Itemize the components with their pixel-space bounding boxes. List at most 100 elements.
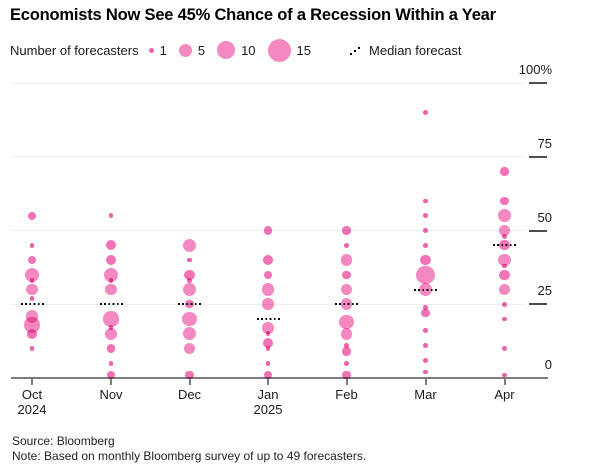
bubble — [103, 311, 119, 327]
bubble-size-15-icon — [267, 38, 291, 62]
y-axis-tick — [529, 155, 547, 158]
bubble — [187, 257, 192, 263]
source-text: Source: Bloomberg — [12, 434, 115, 448]
bubble — [105, 240, 116, 251]
bubble — [183, 283, 196, 296]
bubble — [423, 304, 428, 310]
bubble — [26, 283, 38, 296]
year-label: 2024 — [17, 401, 47, 417]
y-axis-tick — [529, 82, 547, 84]
bubble — [187, 278, 192, 284]
bubble — [423, 328, 428, 334]
bubble — [423, 110, 428, 115]
size-legend-value: 10 — [241, 42, 256, 58]
size-legend-label: Number of forecasters — [10, 42, 139, 58]
chart-title: Economists Now See 45% Chance of a Reces… — [10, 6, 496, 24]
bubble — [500, 196, 509, 206]
x-tick-label: Feb — [315, 387, 379, 403]
x-axis-tick — [110, 379, 112, 385]
y-axis-tick — [529, 229, 547, 232]
bubble — [105, 254, 116, 265]
x-tick-label: Oct 2024 — [0, 387, 64, 417]
bubble — [498, 283, 511, 296]
bubble — [108, 213, 114, 219]
size-legend-item-15: 15 — [267, 38, 311, 62]
y-tick-label: 100% — [518, 62, 552, 77]
y-tick-label: 0 — [544, 357, 552, 372]
bubble-size-1-icon — [148, 47, 154, 53]
bubble — [29, 278, 35, 284]
bubble-size-10-icon — [217, 41, 236, 59]
bubble — [183, 327, 196, 341]
bubble — [342, 270, 351, 279]
y-tick-label: 25 — [537, 283, 552, 299]
size-legend-value: 5 — [197, 42, 206, 58]
bubble — [265, 346, 271, 351]
bubble — [108, 325, 114, 331]
bubble — [184, 269, 195, 280]
y-tick-label: 75 — [537, 135, 552, 151]
month-label: Feb — [335, 387, 358, 402]
month-label: Jan — [257, 387, 279, 402]
bubble — [423, 343, 428, 348]
bubble — [423, 228, 428, 233]
x-tick-label: Dec — [158, 387, 222, 403]
x-axis-tick — [31, 379, 33, 385]
x-tick-label: Apr — [473, 387, 537, 403]
bubble — [262, 322, 274, 334]
footer: Source: Bloomberg Note: Based on monthly… — [12, 434, 366, 463]
bubble — [502, 372, 507, 378]
x-axis-tick — [345, 379, 348, 385]
bubble — [24, 317, 40, 333]
bubble — [29, 242, 35, 248]
month-label: Apr — [494, 387, 515, 402]
x-axis-tick — [503, 379, 506, 385]
bubble — [105, 283, 117, 296]
bubble — [108, 278, 114, 284]
bubble — [183, 238, 196, 252]
x-axis-tick — [424, 379, 427, 385]
median-legend-item: Median forecast — [349, 43, 462, 58]
bubble — [182, 311, 197, 327]
median-forecast-line — [99, 303, 123, 306]
bubble — [502, 301, 507, 307]
bubble — [339, 314, 354, 330]
bubble — [500, 167, 509, 176]
bubble — [262, 254, 273, 265]
bubble — [340, 254, 353, 266]
median-forecast-line — [178, 303, 201, 306]
bubble — [29, 295, 35, 301]
month-label: Nov — [99, 387, 123, 402]
year-label: 2025 — [253, 401, 283, 417]
bubble — [423, 198, 428, 204]
bubble — [261, 283, 275, 296]
bubble — [416, 265, 435, 284]
bubble — [265, 331, 271, 337]
bubble — [344, 242, 349, 248]
bubble — [262, 298, 274, 311]
bubble — [423, 369, 428, 375]
bubble — [183, 342, 196, 355]
month-label: Oct — [21, 387, 43, 402]
bubble — [340, 327, 353, 340]
median-forecast-line — [20, 303, 44, 306]
bubble — [502, 263, 507, 269]
x-tick-label: Mar — [394, 387, 458, 403]
x-tick-label: Jan 2025 — [236, 387, 300, 417]
bubble — [263, 370, 273, 380]
bubble — [108, 360, 114, 366]
median-legend-label: Median forecast — [369, 42, 462, 58]
bubble — [103, 267, 119, 282]
bubble — [27, 211, 37, 220]
bubble — [498, 209, 511, 223]
y-axis-tick — [529, 303, 547, 306]
bubble — [502, 316, 507, 322]
bubble — [498, 253, 511, 267]
x-axis-line — [11, 377, 548, 379]
bubble — [26, 328, 37, 339]
bubble — [421, 308, 430, 318]
size-legend-item-10: 10 — [217, 41, 256, 59]
bubble — [502, 234, 507, 239]
bubble — [342, 226, 351, 235]
bubble — [499, 269, 510, 280]
